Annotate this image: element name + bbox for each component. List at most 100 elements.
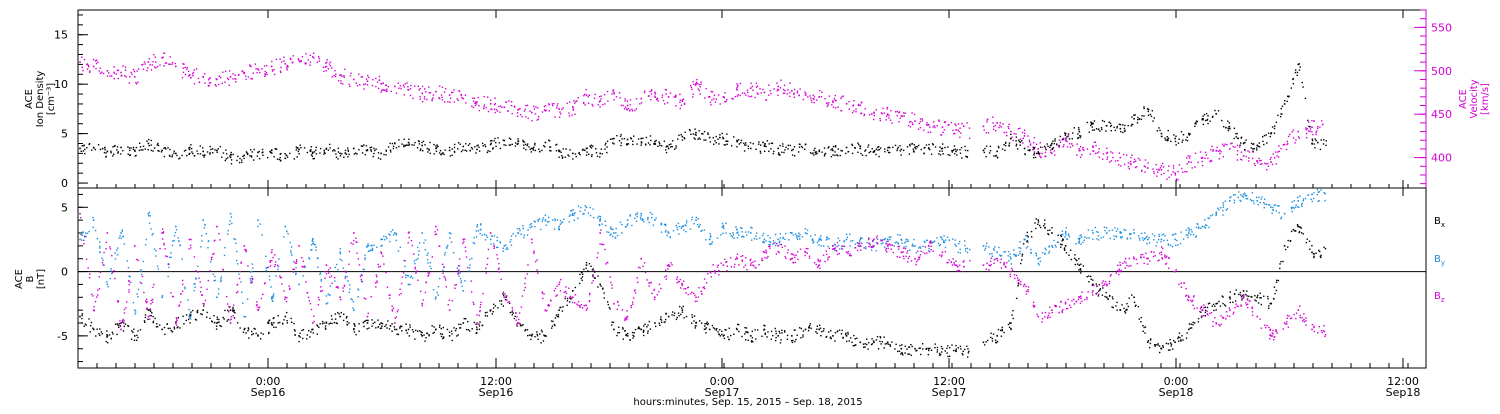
data-point xyxy=(163,148,164,149)
data-point xyxy=(1052,141,1053,142)
data-point xyxy=(449,94,451,96)
data-point xyxy=(675,97,676,98)
data-point xyxy=(298,245,300,247)
data-point xyxy=(868,144,869,145)
data-point xyxy=(93,309,95,311)
data-point xyxy=(638,327,639,328)
data-point xyxy=(251,331,252,332)
data-point xyxy=(986,132,987,133)
data-point xyxy=(692,317,693,318)
data-point xyxy=(407,332,408,333)
data-point xyxy=(404,94,405,95)
data-point xyxy=(1020,263,1021,264)
data-point xyxy=(286,155,287,156)
data-point xyxy=(1055,245,1056,246)
data-point xyxy=(843,95,844,96)
data-point xyxy=(1209,121,1210,122)
data-point xyxy=(890,236,891,237)
data-point xyxy=(650,140,651,141)
data-point xyxy=(425,239,426,240)
data-point xyxy=(1094,120,1095,121)
data-point xyxy=(169,155,170,156)
data-point xyxy=(965,150,966,151)
data-point xyxy=(1186,337,1187,338)
data-point xyxy=(353,79,355,81)
data-point xyxy=(909,353,910,354)
data-point xyxy=(382,239,383,240)
data-point xyxy=(736,83,737,84)
data-point xyxy=(578,97,579,98)
data-point xyxy=(1284,100,1285,101)
data-point xyxy=(651,217,652,218)
data-point xyxy=(1144,238,1145,239)
data-point xyxy=(441,328,442,329)
data-point xyxy=(959,249,960,250)
data-point xyxy=(676,319,677,320)
data-point xyxy=(422,101,423,102)
data-point xyxy=(1111,160,1112,161)
data-point xyxy=(591,156,592,157)
data-point xyxy=(969,138,970,139)
data-point xyxy=(1081,236,1082,237)
data-point xyxy=(779,241,780,242)
data-point xyxy=(794,329,795,330)
data-point xyxy=(1130,238,1131,239)
data-point xyxy=(723,138,725,140)
data-point xyxy=(797,91,798,92)
data-point xyxy=(1139,238,1140,239)
data-point xyxy=(1115,130,1116,131)
data-point xyxy=(1215,113,1217,115)
data-point xyxy=(321,280,322,281)
data-point xyxy=(1111,130,1112,131)
data-point xyxy=(1134,302,1135,303)
data-point xyxy=(1092,126,1093,127)
data-point xyxy=(418,250,419,251)
data-point xyxy=(516,325,517,326)
data-point xyxy=(373,156,374,157)
data-point xyxy=(800,337,801,338)
data-point xyxy=(934,240,935,241)
data-point xyxy=(832,154,833,155)
data-point xyxy=(1255,165,1256,166)
data-point xyxy=(799,238,800,239)
data-point xyxy=(458,324,459,325)
data-point xyxy=(1078,264,1080,266)
ion-density-ylabel-line3: [cm⁻³] xyxy=(46,83,57,115)
data-point xyxy=(490,243,491,244)
data-point xyxy=(607,91,608,92)
data-point xyxy=(1159,345,1160,346)
data-point xyxy=(1000,122,1001,123)
data-point xyxy=(224,255,225,256)
data-point xyxy=(813,95,814,96)
data-point xyxy=(1253,203,1254,204)
data-point xyxy=(731,98,732,99)
data-point xyxy=(1205,310,1206,311)
data-point xyxy=(398,250,399,251)
data-point xyxy=(956,154,957,155)
data-point xyxy=(860,153,861,154)
data-point xyxy=(157,143,158,144)
data-point xyxy=(1230,291,1231,292)
data-point xyxy=(220,146,221,147)
data-point xyxy=(757,329,758,330)
data-point xyxy=(141,271,142,272)
data-point xyxy=(453,89,454,90)
data-point xyxy=(156,323,157,324)
data-point xyxy=(754,97,755,98)
data-point xyxy=(697,83,698,84)
data-point xyxy=(696,82,697,83)
data-point xyxy=(303,329,304,330)
data-point xyxy=(136,335,137,336)
data-point xyxy=(115,258,116,259)
data-point xyxy=(443,154,444,155)
data-point xyxy=(1270,133,1272,135)
data-point xyxy=(723,226,725,228)
data-point xyxy=(221,280,222,281)
data-point xyxy=(792,342,793,343)
data-point xyxy=(167,276,168,277)
data-point xyxy=(451,333,452,334)
data-point xyxy=(431,268,432,269)
data-point xyxy=(890,110,891,111)
data-point xyxy=(1315,252,1316,253)
data-point xyxy=(1225,127,1226,128)
